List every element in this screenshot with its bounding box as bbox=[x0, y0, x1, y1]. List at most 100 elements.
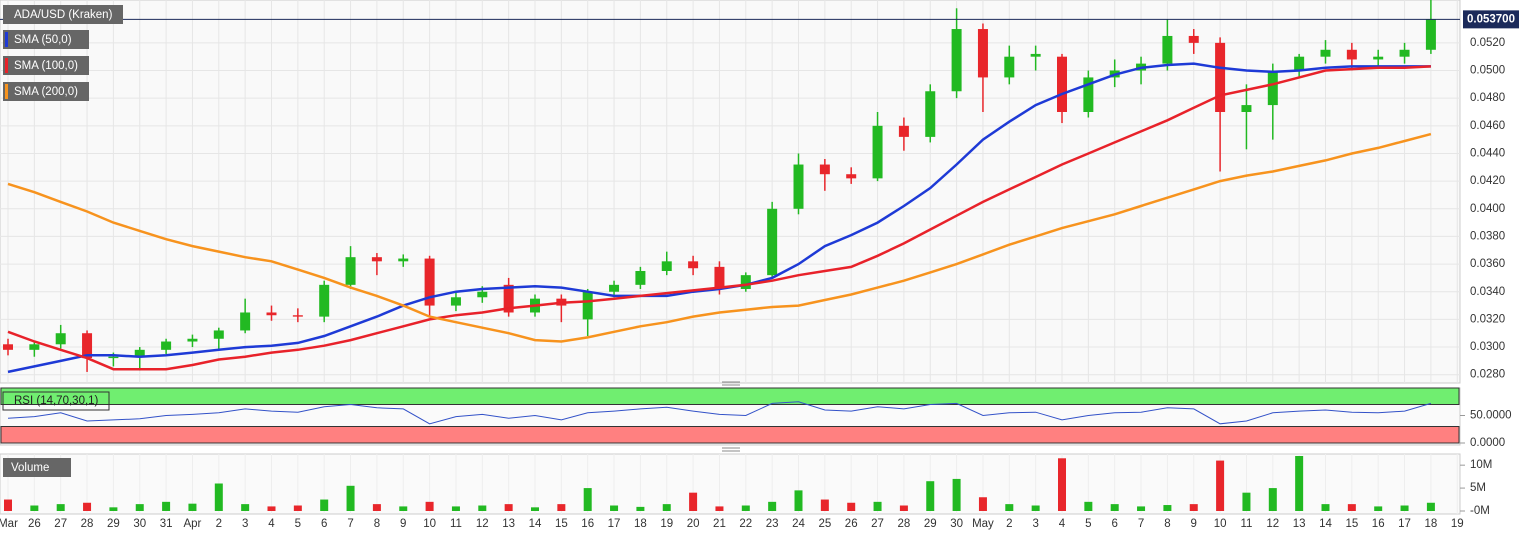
candle-body bbox=[819, 164, 830, 175]
legend-label: SMA (200,0) bbox=[14, 86, 78, 98]
candle-body bbox=[1215, 42, 1226, 112]
volume-bar bbox=[741, 505, 750, 511]
volume-bar bbox=[1031, 505, 1040, 511]
candle-body bbox=[424, 258, 435, 306]
legend: ADA/USD (Kraken) SMA (50,0) SMA (100,0) SM… bbox=[2, 5, 123, 477]
legend-label: SMA (50,0) bbox=[14, 34, 72, 46]
volume-bar bbox=[1426, 502, 1435, 511]
y-tick-label: 0.0380 bbox=[1470, 230, 1505, 242]
x-tick-label: 3 bbox=[242, 518, 248, 530]
legend-swatch bbox=[5, 84, 8, 99]
y-tick-label: 0.0420 bbox=[1470, 175, 1505, 187]
candle-body bbox=[398, 258, 409, 262]
candle-body bbox=[688, 261, 699, 269]
x-tick-label: 25 bbox=[818, 518, 831, 530]
x-tick-label: May bbox=[972, 518, 994, 530]
y-tick-label: 0.0460 bbox=[1470, 120, 1505, 132]
candle-body bbox=[977, 29, 988, 78]
rsi-tick-label: 0.0000 bbox=[1470, 437, 1505, 449]
x-tick-label: 29 bbox=[924, 518, 937, 530]
legend-label: SMA (100,0) bbox=[14, 60, 78, 72]
candle-body bbox=[477, 291, 488, 298]
volume-bar bbox=[1347, 504, 1356, 511]
volume-bar bbox=[1216, 460, 1225, 511]
candle-body bbox=[55, 333, 66, 345]
x-tick-label: 8 bbox=[374, 518, 380, 530]
x-tick-label: 5 bbox=[295, 518, 301, 530]
candle-body bbox=[450, 297, 461, 306]
volume-bar bbox=[188, 503, 197, 511]
volume-bar bbox=[610, 505, 619, 511]
volume-bar bbox=[30, 505, 39, 511]
volume-bar bbox=[425, 501, 434, 511]
y-tick-label: 0.0520 bbox=[1470, 37, 1505, 49]
y-tick-label: 0.0480 bbox=[1470, 92, 1505, 104]
volume-tick-label: 5M bbox=[1470, 482, 1486, 494]
volume-bar bbox=[372, 504, 381, 511]
volume-bar bbox=[1242, 492, 1251, 511]
x-tick-label: 24 bbox=[792, 518, 805, 530]
x-tick-label: 2 bbox=[216, 518, 222, 530]
x-tick-label: 31 bbox=[160, 518, 173, 530]
y-tick-label: 0.0300 bbox=[1470, 341, 1505, 353]
x-tick-label: 19 bbox=[1451, 518, 1464, 530]
candle-body bbox=[635, 271, 646, 285]
volume-bar bbox=[1084, 501, 1093, 511]
y-tick-label: 0.0440 bbox=[1470, 148, 1505, 160]
candle-body bbox=[3, 344, 13, 350]
volume-bar bbox=[952, 478, 961, 511]
candle-body bbox=[714, 266, 725, 289]
panel-handle bbox=[722, 381, 740, 452]
x-tick-label: 11 bbox=[1240, 518, 1252, 530]
y-tick-label: 0.0360 bbox=[1470, 258, 1505, 270]
candle-body bbox=[898, 125, 909, 137]
x-tick-label: 26 bbox=[28, 518, 41, 530]
candle-body bbox=[134, 349, 145, 357]
x-tick-label: Apr bbox=[183, 518, 201, 530]
volume-bar bbox=[689, 492, 698, 511]
x-tick-label: 17 bbox=[608, 518, 621, 530]
candle-body bbox=[661, 261, 672, 272]
x-tick-label: 18 bbox=[1425, 518, 1438, 530]
volume-bar bbox=[1005, 504, 1014, 511]
volume-bar bbox=[1400, 505, 1409, 511]
volume-bar bbox=[847, 502, 856, 511]
candle-body bbox=[266, 312, 277, 316]
candle-body bbox=[1346, 49, 1357, 60]
volume-bar bbox=[109, 507, 118, 511]
legend-box bbox=[3, 82, 89, 101]
overbought-band bbox=[0, 387, 1460, 405]
volume-bar bbox=[873, 501, 882, 511]
y-tick-label: 0.0340 bbox=[1470, 286, 1505, 298]
sma-line bbox=[7, 65, 1431, 371]
volume-bar bbox=[1374, 506, 1383, 511]
x-tick-label: 10 bbox=[1214, 518, 1227, 530]
volume-bar bbox=[531, 507, 539, 511]
candle-body bbox=[319, 284, 330, 317]
volume-bar bbox=[1189, 504, 1198, 511]
x-tick-label: 26 bbox=[845, 518, 858, 530]
volume-bar bbox=[820, 499, 829, 511]
legend-swatch bbox=[5, 32, 8, 47]
volume-bar bbox=[451, 506, 460, 511]
x-tick-label: 18 bbox=[634, 518, 647, 530]
candle-body bbox=[292, 315, 303, 317]
x-tick-label: 4 bbox=[268, 518, 275, 530]
x-tick-label: 23 bbox=[766, 518, 779, 530]
x-tick-label: 4 bbox=[1059, 518, 1066, 530]
candle-body bbox=[345, 257, 356, 285]
x-tick-label: 3 bbox=[1032, 518, 1038, 530]
candle-body bbox=[767, 208, 778, 276]
x-tick-label: 28 bbox=[898, 518, 911, 530]
oversold-band bbox=[0, 426, 1460, 444]
candle-body bbox=[187, 338, 198, 342]
volume-bar bbox=[293, 505, 302, 511]
candle-body bbox=[1057, 56, 1067, 112]
candle-body bbox=[82, 333, 93, 359]
volume-bar bbox=[1321, 504, 1330, 511]
x-tick-label: 30 bbox=[950, 518, 963, 530]
candle-body bbox=[925, 91, 936, 137]
candle-body bbox=[846, 174, 857, 179]
x-tick-label: 12 bbox=[476, 518, 489, 530]
x-tick-label: 19 bbox=[660, 518, 673, 530]
